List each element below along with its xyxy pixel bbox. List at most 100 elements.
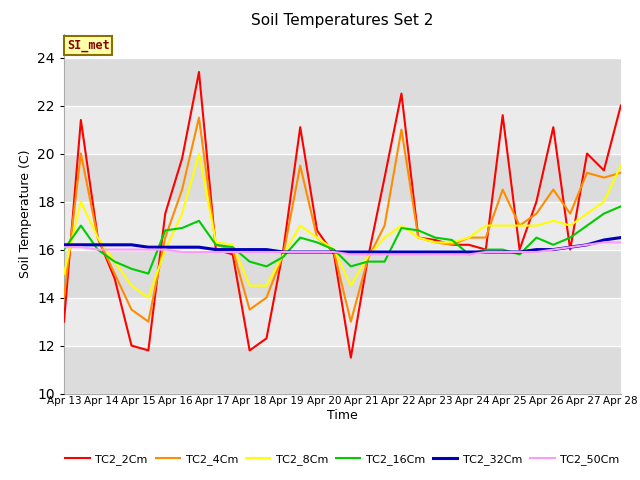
TC2_8Cm	[566, 223, 574, 228]
TC2_8Cm	[431, 240, 439, 245]
TC2_2Cm	[330, 252, 338, 257]
TC2_8Cm	[229, 242, 237, 248]
TC2_4Cm	[313, 235, 321, 240]
Line: TC2_4Cm: TC2_4Cm	[64, 118, 621, 322]
TC2_32Cm	[161, 244, 169, 250]
TC2_4Cm	[179, 187, 186, 192]
TC2_4Cm	[566, 211, 574, 216]
TC2_16Cm	[111, 259, 118, 264]
TC2_2Cm	[179, 156, 186, 161]
TC2_16Cm	[516, 252, 524, 257]
TC2_32Cm	[364, 249, 372, 255]
TC2_16Cm	[583, 223, 591, 228]
TC2_50Cm	[127, 247, 135, 252]
TC2_4Cm	[330, 249, 338, 255]
TC2_16Cm	[60, 247, 68, 252]
TC2_16Cm	[280, 254, 287, 260]
TC2_50Cm	[499, 249, 506, 255]
TC2_50Cm	[550, 247, 557, 252]
TC2_16Cm	[127, 266, 135, 272]
TC2_2Cm	[431, 237, 439, 243]
TC2_4Cm	[347, 319, 355, 324]
TC2_2Cm	[499, 112, 506, 118]
TC2_2Cm	[145, 348, 152, 353]
TC2_16Cm	[145, 271, 152, 276]
TC2_8Cm	[94, 235, 102, 240]
TC2_32Cm	[482, 249, 490, 255]
TC2_2Cm	[465, 242, 473, 248]
TC2_8Cm	[145, 295, 152, 300]
TC2_4Cm	[397, 127, 405, 132]
TC2_4Cm	[111, 271, 118, 276]
TC2_8Cm	[415, 235, 422, 240]
TC2_8Cm	[212, 240, 220, 245]
TC2_32Cm	[600, 237, 608, 243]
TC2_50Cm	[195, 249, 203, 255]
TC2_2Cm	[415, 235, 422, 240]
TC2_50Cm	[145, 247, 152, 252]
TC2_8Cm	[111, 259, 118, 264]
TC2_2Cm	[364, 256, 372, 262]
TC2_8Cm	[195, 151, 203, 156]
TC2_16Cm	[94, 247, 102, 252]
Bar	[64, 106, 621, 154]
TC2_8Cm	[77, 199, 84, 204]
TC2_32Cm	[617, 235, 625, 240]
Title: Soil Temperatures Set 2: Soil Temperatures Set 2	[252, 13, 433, 28]
TC2_50Cm	[364, 252, 372, 257]
TC2_4Cm	[94, 235, 102, 240]
TC2_50Cm	[77, 244, 84, 250]
TC2_50Cm	[566, 244, 574, 250]
TC2_8Cm	[448, 240, 456, 245]
TC2_8Cm	[280, 252, 287, 257]
TC2_16Cm	[212, 242, 220, 248]
TC2_50Cm	[415, 252, 422, 257]
TC2_2Cm	[111, 276, 118, 281]
TC2_32Cm	[566, 244, 574, 250]
TC2_16Cm	[381, 259, 388, 264]
TC2_16Cm	[465, 252, 473, 257]
TC2_2Cm	[482, 247, 490, 252]
TC2_50Cm	[482, 249, 490, 255]
Bar	[64, 298, 621, 346]
TC2_4Cm	[195, 115, 203, 120]
TC2_8Cm	[161, 247, 169, 252]
TC2_50Cm	[296, 249, 304, 255]
TC2_8Cm	[516, 223, 524, 228]
TC2_32Cm	[313, 249, 321, 255]
TC2_8Cm	[364, 254, 372, 260]
TC2_4Cm	[296, 163, 304, 168]
TC2_8Cm	[296, 223, 304, 228]
TC2_8Cm	[313, 235, 321, 240]
TC2_4Cm	[229, 247, 237, 252]
TC2_32Cm	[532, 247, 540, 252]
Y-axis label: Soil Temperature (C): Soil Temperature (C)	[19, 149, 31, 278]
TC2_4Cm	[415, 235, 422, 240]
TC2_16Cm	[550, 242, 557, 248]
Bar	[64, 346, 621, 394]
TC2_50Cm	[617, 240, 625, 245]
TC2_50Cm	[246, 249, 253, 255]
TC2_4Cm	[364, 256, 372, 262]
TC2_2Cm	[212, 247, 220, 252]
Bar	[64, 154, 621, 202]
TC2_16Cm	[330, 247, 338, 252]
TC2_32Cm	[262, 247, 270, 252]
TC2_16Cm	[397, 225, 405, 231]
Text: SI_met: SI_met	[67, 39, 109, 52]
TC2_2Cm	[60, 319, 68, 324]
TC2_50Cm	[229, 249, 237, 255]
TC2_8Cm	[246, 283, 253, 288]
TC2_32Cm	[448, 249, 456, 255]
TC2_32Cm	[347, 249, 355, 255]
TC2_16Cm	[499, 247, 506, 252]
Line: TC2_50Cm: TC2_50Cm	[64, 242, 621, 254]
TC2_16Cm	[347, 264, 355, 269]
TC2_4Cm	[516, 223, 524, 228]
TC2_2Cm	[566, 247, 574, 252]
TC2_4Cm	[77, 151, 84, 156]
TC2_50Cm	[600, 240, 608, 245]
TC2_32Cm	[77, 242, 84, 248]
TC2_2Cm	[127, 343, 135, 348]
TC2_16Cm	[566, 235, 574, 240]
